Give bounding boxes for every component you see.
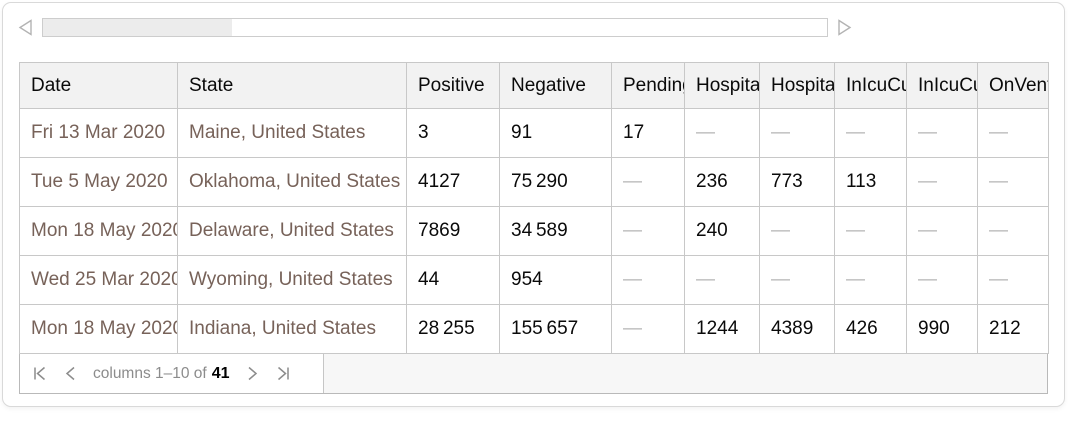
cell-hospitalized-currently: 236	[684, 157, 760, 207]
cell-hospitalized-cumulative: 773	[759, 157, 835, 207]
scroll-left-icon[interactable]	[16, 18, 35, 37]
pagination-filler	[324, 354, 1047, 393]
scroll-right-icon[interactable]	[835, 18, 854, 37]
cell-date: Wed 25 Mar 2020	[19, 255, 178, 305]
column-header-pending[interactable]: Pending	[611, 62, 685, 109]
data-grid: Date State Positive Negative Pending Hos…	[19, 62, 1049, 394]
column-header-date[interactable]: Date	[19, 62, 178, 109]
pagination-range: columns 1–10 of	[93, 364, 207, 382]
data-table: Date State Positive Negative Pending Hos…	[19, 62, 1049, 354]
column-header-hospitalized-cumulative[interactable]: HospitalizedCumulative	[759, 62, 835, 109]
column-pager: columns 1–10 of 41	[20, 354, 324, 393]
scrollbar-track[interactable]	[42, 18, 828, 37]
data-grid-window: Date State Positive Negative Pending Hos…	[2, 2, 1065, 407]
cell-positive: 3	[406, 108, 500, 158]
cell-inicu-currently: —	[834, 108, 907, 158]
table-row: Wed 25 Mar 2020 Wyoming, United States 4…	[19, 255, 1049, 305]
cell-hospitalized-cumulative: —	[759, 255, 835, 305]
cell-onventilator: —	[977, 206, 1049, 256]
cell-hospitalized-currently: —	[684, 108, 760, 158]
cell-state: Wyoming, United States	[177, 255, 407, 305]
cell-inicu-cumulative: 990	[906, 304, 978, 354]
next-columns-icon[interactable]	[244, 365, 261, 382]
cell-pending: 17	[611, 108, 685, 158]
table-row: Fri 13 Mar 2020 Maine, United States 3 9…	[19, 108, 1049, 158]
cell-state: Indiana, United States	[177, 304, 407, 354]
cell-positive: 44	[406, 255, 500, 305]
cell-negative: 954	[499, 255, 612, 305]
first-columns-icon[interactable]	[31, 365, 48, 382]
cell-pending: —	[611, 157, 685, 207]
cell-inicu-currently: —	[834, 255, 907, 305]
cell-pending: —	[611, 255, 685, 305]
cell-positive: 7869	[406, 206, 500, 256]
column-header-inicu-currently[interactable]: InIcuCurrently	[834, 62, 907, 109]
cell-onventilator: —	[977, 255, 1049, 305]
cell-hospitalized-cumulative: —	[759, 206, 835, 256]
prev-columns-icon[interactable]	[62, 365, 79, 382]
column-header-onventilator[interactable]: OnVentilatorCurrently	[977, 62, 1049, 109]
pagination-bar: columns 1–10 of 41	[19, 354, 1048, 394]
cell-onventilator: —	[977, 157, 1049, 207]
cell-inicu-cumulative: —	[906, 206, 978, 256]
cell-pending: —	[611, 206, 685, 256]
cell-inicu-cumulative: —	[906, 255, 978, 305]
cell-state: Oklahoma, United States	[177, 157, 407, 207]
column-scrollbar	[16, 18, 854, 37]
table-row: Mon 18 May 2020 Delaware, United States …	[19, 206, 1049, 256]
pagination-total: 41	[211, 364, 230, 382]
cell-inicu-currently: 426	[834, 304, 907, 354]
table-row: Tue 5 May 2020 Oklahoma, United States 4…	[19, 157, 1049, 207]
cell-hospitalized-currently: —	[684, 255, 760, 305]
pagination-label: columns 1–10 of 41	[93, 365, 230, 383]
cell-onventilator: —	[977, 108, 1049, 158]
cell-state: Delaware, United States	[177, 206, 407, 256]
cell-positive: 4127	[406, 157, 500, 207]
cell-negative: 75 290	[499, 157, 612, 207]
table-row: Mon 18 May 2020 Indiana, United States 2…	[19, 304, 1049, 354]
cell-date: Mon 18 May 2020	[19, 304, 178, 354]
last-columns-icon[interactable]	[275, 365, 292, 382]
cell-inicu-currently: —	[834, 206, 907, 256]
cell-date: Mon 18 May 2020	[19, 206, 178, 256]
cell-date: Tue 5 May 2020	[19, 157, 178, 207]
cell-hospitalized-cumulative: —	[759, 108, 835, 158]
cell-date: Fri 13 Mar 2020	[19, 108, 178, 158]
header-row: Date State Positive Negative Pending Hos…	[19, 62, 1049, 109]
cell-pending: —	[611, 304, 685, 354]
cell-onventilator: 212	[977, 304, 1049, 354]
column-header-hospitalized-currently[interactable]: HospitalizedCurrently	[684, 62, 760, 109]
cell-inicu-cumulative: —	[906, 157, 978, 207]
cell-negative: 34 589	[499, 206, 612, 256]
column-header-state[interactable]: State	[177, 62, 407, 109]
cell-negative: 91	[499, 108, 612, 158]
column-header-positive[interactable]: Positive	[406, 62, 500, 109]
cell-hospitalized-currently: 240	[684, 206, 760, 256]
column-header-inicu-cumulative[interactable]: InIcuCumulative	[906, 62, 978, 109]
scrollbar-thumb[interactable]	[43, 19, 232, 36]
column-header-negative[interactable]: Negative	[499, 62, 612, 109]
cell-hospitalized-cumulative: 4389	[759, 304, 835, 354]
cell-state: Maine, United States	[177, 108, 407, 158]
cell-inicu-cumulative: —	[906, 108, 978, 158]
cell-hospitalized-currently: 1244	[684, 304, 760, 354]
cell-negative: 155 657	[499, 304, 612, 354]
cell-inicu-currently: 113	[834, 157, 907, 207]
cell-positive: 28 255	[406, 304, 500, 354]
